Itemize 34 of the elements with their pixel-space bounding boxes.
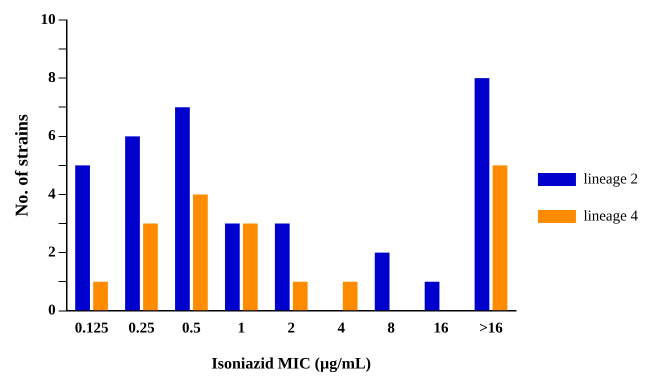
bar: [242, 224, 258, 310]
x-tick-label: 0.125: [74, 320, 108, 337]
bar: [424, 282, 440, 310]
bar: [75, 165, 90, 310]
bar: [175, 107, 190, 310]
y-tick-label: 10: [40, 12, 56, 28]
bar: [193, 194, 208, 310]
bar: [224, 224, 240, 310]
y-tick-label: 0: [48, 302, 56, 319]
x-tick-label: 16: [434, 320, 450, 337]
bar: [492, 165, 508, 310]
y-tick-label: 2: [48, 244, 56, 261]
bar: [374, 252, 390, 310]
bar: [274, 224, 290, 310]
x-tick-label: 0.5: [182, 320, 201, 337]
x-tick-label: 8: [387, 320, 395, 337]
y-tick-label: 8: [48, 70, 56, 86]
y-axis-title: No. of strains: [11, 114, 32, 217]
y-tick-label: 4: [48, 186, 56, 202]
legend-label: lineage 2: [583, 171, 638, 188]
bar: [93, 282, 108, 310]
bar: [125, 136, 140, 310]
x-tick-label: 1: [238, 320, 246, 337]
bar: [143, 224, 158, 310]
bar: [292, 282, 308, 310]
x-tick-label: 2: [288, 320, 296, 337]
x-axis-title: Isoniazid MIC (µg/mL): [212, 356, 371, 373]
x-tick-label: 4: [337, 320, 346, 337]
bar: [474, 78, 490, 310]
x-tick-label: >16: [479, 320, 504, 337]
bar: [342, 282, 358, 310]
y-tick-label: 6: [48, 128, 56, 144]
legend-label: lineage 4: [583, 208, 638, 224]
x-tick-label: 0.25: [128, 320, 155, 337]
